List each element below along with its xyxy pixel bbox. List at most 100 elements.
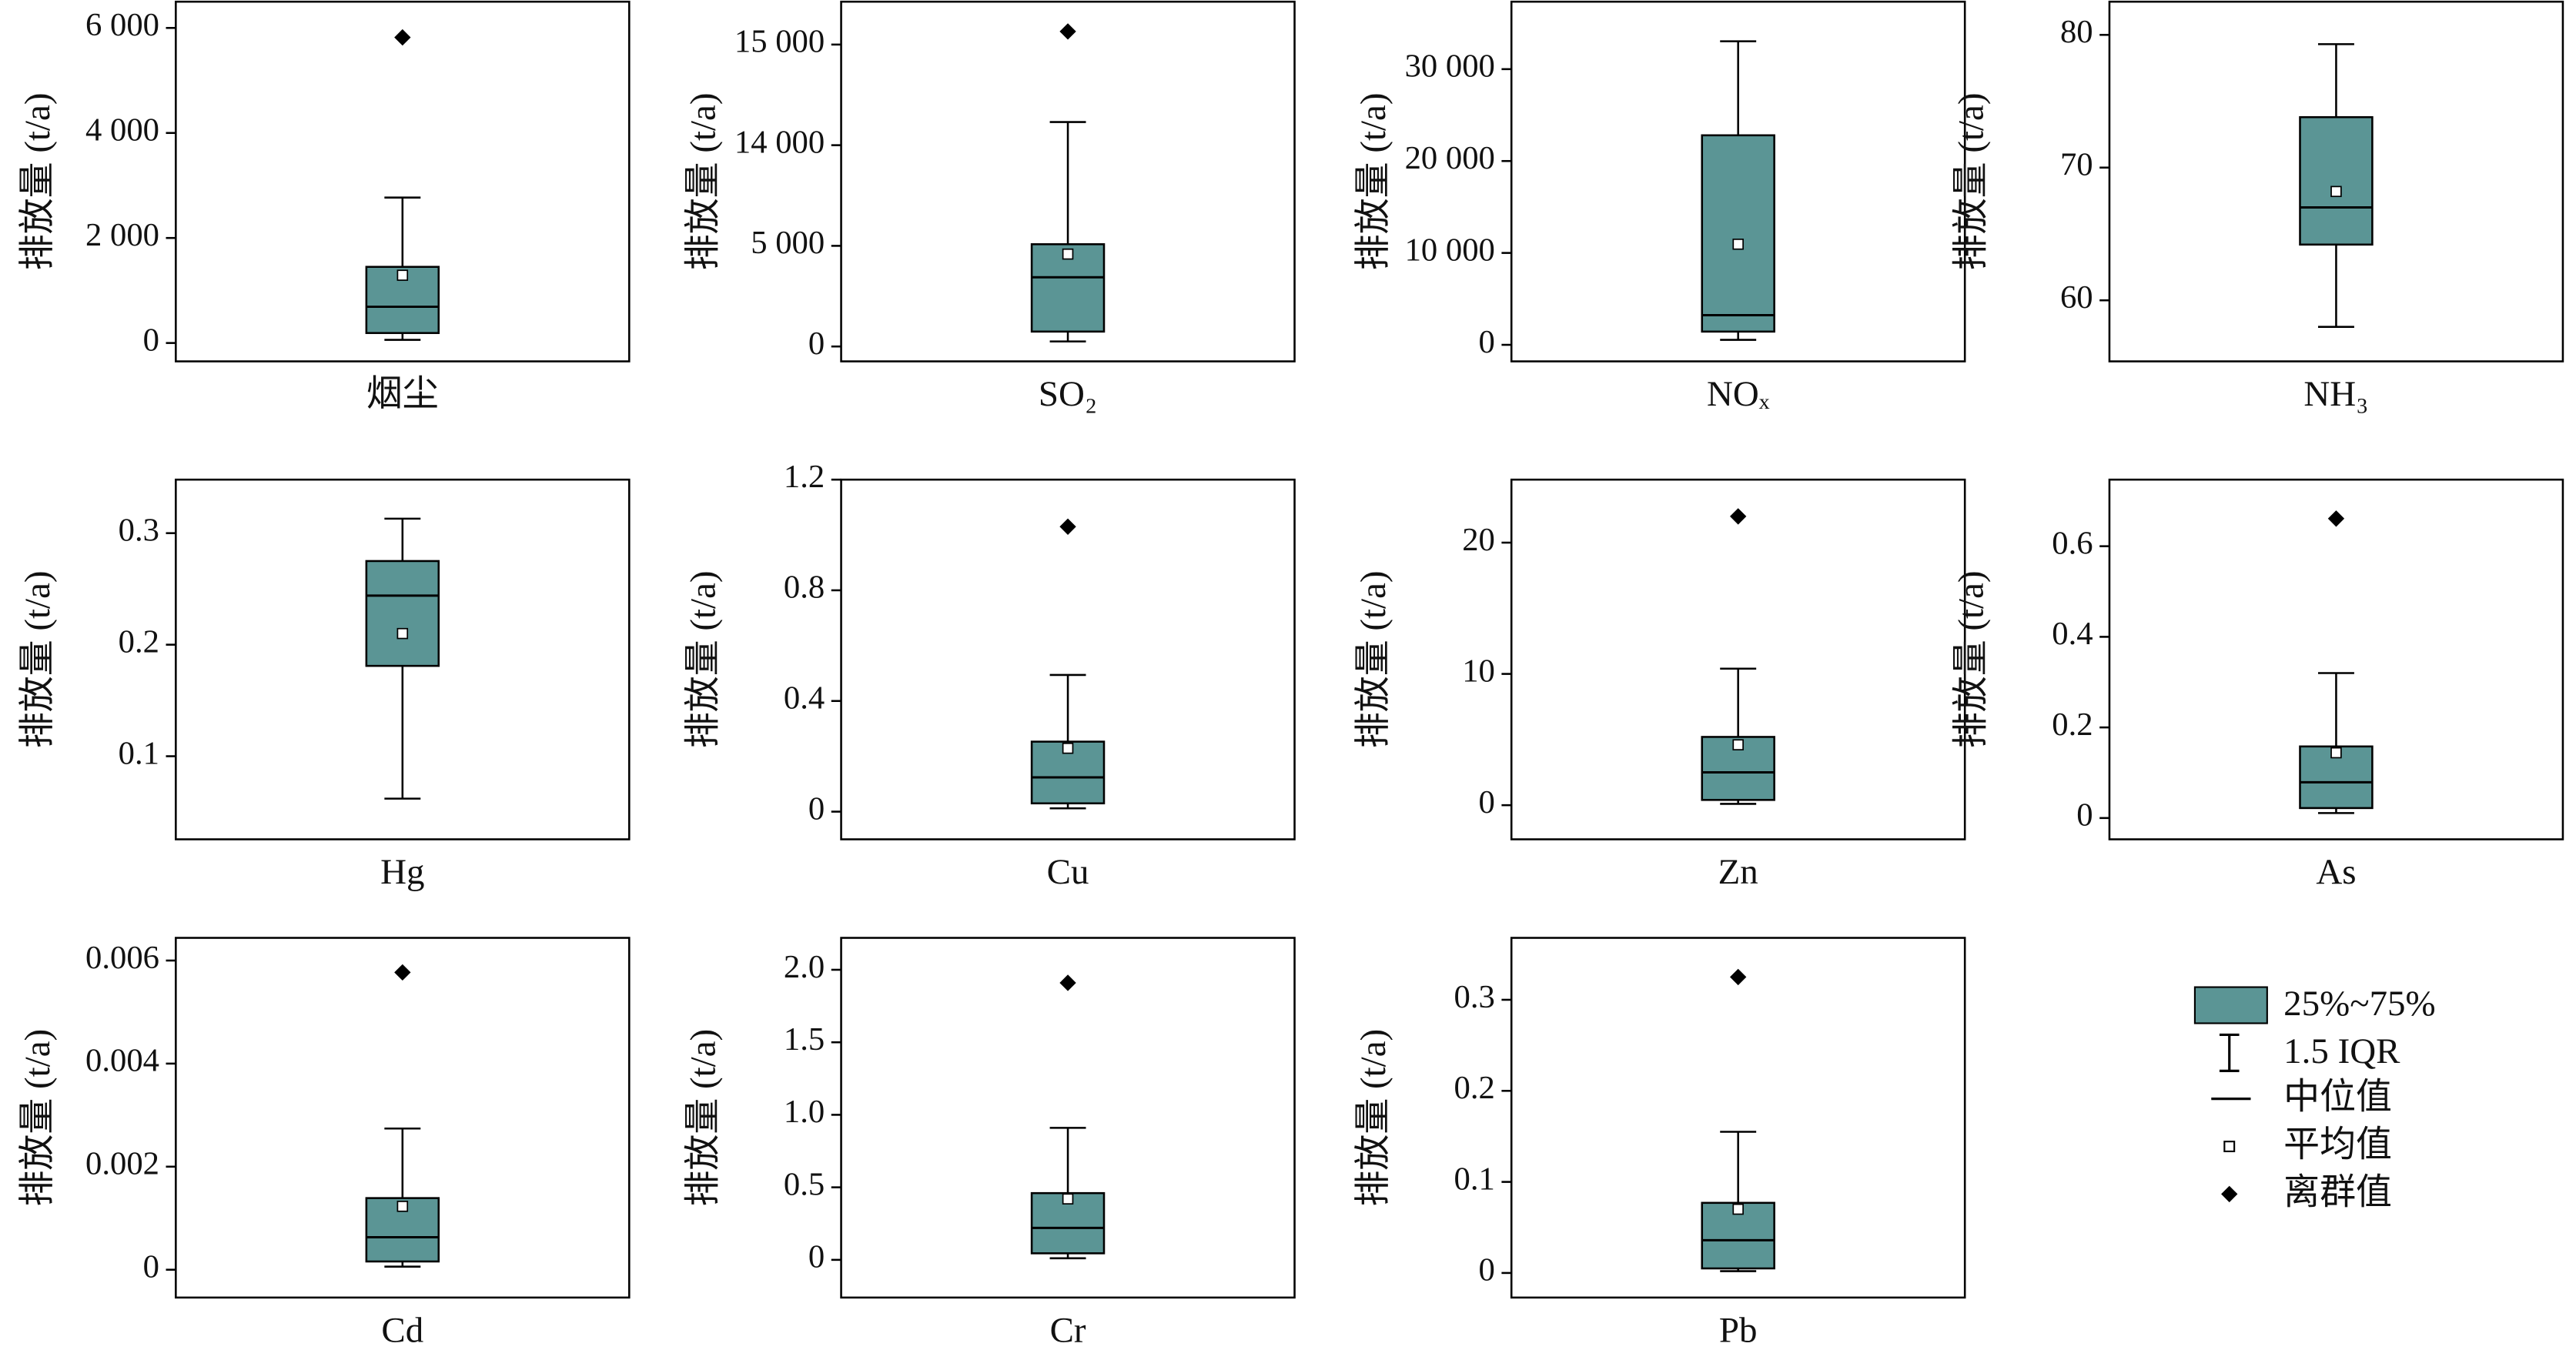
y-tick-label: 5 000 — [751, 225, 825, 261]
panel: 0.1 0.2 0.3 排放量 (t/a) Hg — [18, 478, 631, 892]
legend-mean-swatch — [2223, 1141, 2236, 1153]
panel: 0 0.002 0.004 0.006 排放量 (t/a) Cd — [18, 937, 631, 1351]
legend: 25%~75% 1.5 IQR 中位值 平均值 离群值 — [2193, 984, 2436, 1212]
outlier — [2327, 510, 2345, 527]
y-tick-label: 0 — [808, 1239, 825, 1275]
plot-frame — [175, 937, 631, 1299]
y-axis-label: 排放量 (t/a) — [1353, 570, 1393, 748]
y-tick-label: 20 000 — [1405, 140, 1495, 176]
plot-frame — [175, 0, 631, 363]
legend-label: 离群值 — [2283, 1172, 2392, 1212]
x-tick-label: NOₓ — [1707, 374, 1770, 414]
mean — [1062, 248, 1074, 260]
legend-outlier-swatch — [2221, 1185, 2238, 1203]
y-tick-label: 2.0 — [784, 949, 825, 985]
plot-frame — [1510, 478, 1966, 840]
mean — [396, 627, 409, 640]
plot-frame — [2108, 478, 2564, 840]
y-tick-label: 0.002 — [85, 1146, 159, 1182]
y-tick-label: 0.3 — [119, 513, 159, 549]
y-tick-label: 60 — [2060, 279, 2093, 316]
plot-frame — [1510, 937, 1966, 1299]
y-tick-label: 0.1 — [1454, 1161, 1495, 1197]
panel: 0 0.4 0.8 1.2 排放量 (t/a) Cu — [683, 459, 1296, 892]
mean — [2330, 747, 2342, 759]
panel: 0 5 000 14 000 15 000 排放量 (t/a) SO₂ — [683, 0, 1296, 414]
y-tick-label: 0.2 — [1454, 1070, 1495, 1106]
y-tick-label: 0.3 — [1454, 979, 1495, 1015]
y-tick-label: 0 — [1479, 1252, 1495, 1288]
y-tick-label: 0 — [808, 326, 825, 362]
y-tick-label: 1.0 — [784, 1094, 825, 1130]
panel: 0 0.1 0.2 0.3 排放量 (t/a) Pb — [1353, 937, 1966, 1351]
outlier — [394, 28, 411, 46]
y-tick-label: 0.1 — [119, 735, 159, 771]
mean — [396, 1201, 409, 1212]
x-tick-label: 烟尘 — [366, 374, 439, 414]
y-tick-label: 0.4 — [784, 680, 825, 717]
plot-frame — [840, 0, 1296, 363]
y-tick-label: 80 — [2060, 14, 2093, 50]
x-tick-label: Hg — [380, 852, 424, 892]
y-tick-label: 0 — [143, 322, 159, 358]
y-axis-label: 排放量 (t/a) — [683, 570, 723, 748]
panel: 60 70 80 排放量 (t/a) NH₃ — [1952, 0, 2564, 414]
y-tick-label: 0.6 — [2052, 525, 2093, 561]
y-tick-label: 0.2 — [2052, 707, 2093, 743]
y-axis-label: 排放量 (t/a) — [18, 570, 58, 748]
y-tick-label: 0 — [1479, 784, 1495, 820]
y-axis-label: 排放量 (t/a) — [18, 92, 58, 270]
x-tick-label: As — [2316, 852, 2356, 892]
y-axis-label: 排放量 (t/a) — [683, 92, 723, 270]
y-tick-label: 1.5 — [784, 1021, 825, 1058]
y-axis-label: 排放量 (t/a) — [683, 1029, 723, 1207]
mean — [1732, 1203, 1744, 1215]
y-tick-label: 20 — [1462, 522, 1495, 558]
panel: 0 10 20 排放量 (t/a) Zn — [1353, 478, 1966, 892]
y-tick-label: 15 000 — [734, 24, 825, 60]
mean — [1062, 1193, 1074, 1205]
y-tick-label: 14 000 — [734, 124, 825, 160]
y-tick-label: 6 000 — [85, 7, 159, 43]
mean — [1732, 739, 1744, 750]
y-tick-label: 10 000 — [1405, 232, 1495, 268]
y-tick-label: 0.4 — [2052, 616, 2093, 652]
y-tick-label: 0.004 — [85, 1043, 159, 1079]
legend-label: 25%~75% — [2283, 984, 2435, 1024]
mean — [2330, 185, 2342, 198]
y-tick-label: 1.2 — [784, 459, 825, 495]
y-axis-label: 排放量 (t/a) — [18, 1029, 58, 1207]
outlier — [1059, 518, 1076, 535]
plot-frame — [1510, 0, 1966, 363]
mean — [1062, 742, 1074, 754]
x-tick-label: SO₂ — [1039, 374, 1097, 414]
mean — [1732, 239, 1744, 250]
x-tick-label: Cd — [381, 1311, 423, 1351]
y-tick-label: 0.006 — [85, 940, 159, 976]
box — [365, 560, 440, 667]
y-tick-label: 30 000 — [1405, 48, 1495, 85]
y-tick-label: 70 — [2060, 147, 2093, 183]
plot-frame — [840, 478, 1296, 840]
panel: 0 0.2 0.4 0.6 排放量 (t/a) As — [1952, 478, 2564, 892]
outlier — [394, 964, 411, 981]
panel: 0 10 000 20 000 30 000 排放量 (t/a) NOₓ — [1353, 0, 1966, 414]
plot-frame — [2108, 0, 2564, 363]
legend-label: 中位值 — [2283, 1078, 2392, 1118]
y-tick-label: 10 — [1462, 653, 1495, 689]
plot-frame — [175, 478, 631, 840]
box — [1701, 134, 1775, 333]
y-axis-label: 排放量 (t/a) — [1353, 1029, 1393, 1207]
y-axis-label: 排放量 (t/a) — [1952, 92, 1992, 270]
legend-label: 平均值 — [2283, 1124, 2392, 1165]
box — [2299, 115, 2374, 246]
y-axis-label: 排放量 (t/a) — [1952, 570, 1992, 748]
legend-box-swatch — [2193, 986, 2268, 1024]
y-tick-label: 0 — [1479, 324, 1495, 360]
plot-frame — [840, 937, 1296, 1299]
y-tick-label: 0 — [143, 1248, 159, 1285]
panel: 0 2 000 4 000 6 000 排放量 (t/a) 烟尘 — [18, 0, 631, 414]
legend-whisker-swatch — [2219, 1033, 2240, 1072]
y-tick-label: 2 000 — [85, 217, 159, 253]
